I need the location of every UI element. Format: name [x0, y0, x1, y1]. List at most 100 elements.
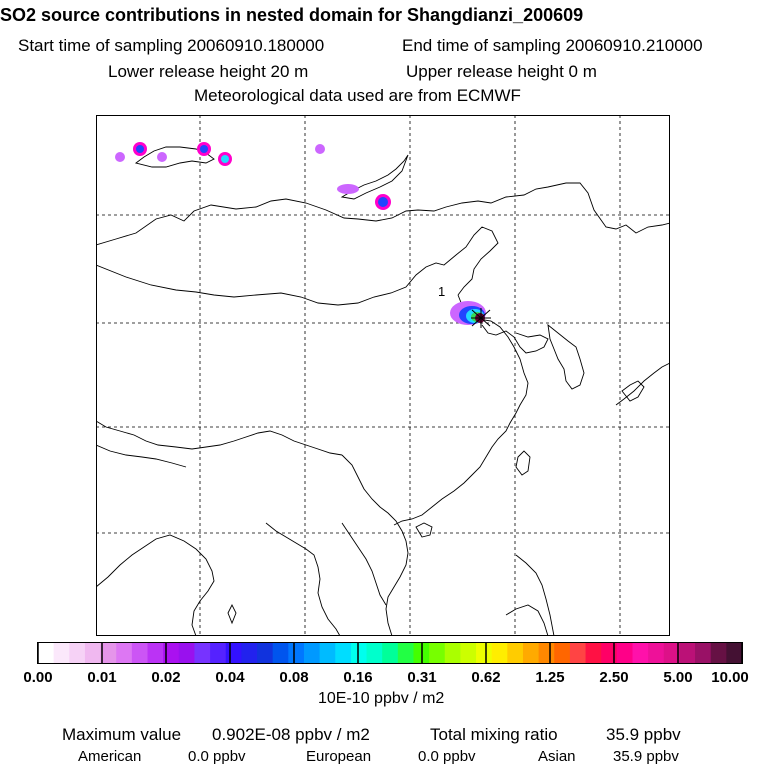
colorbar-swatch [616, 643, 633, 663]
map-svg: 1 [96, 115, 670, 636]
colorbar-swatch [726, 643, 743, 663]
plume-core [200, 145, 208, 153]
map-panel: 1 [96, 115, 670, 636]
mongolia-russia-border [96, 182, 670, 246]
colorbar-tick-label: 1.25 [535, 669, 565, 686]
plume-spot [315, 144, 325, 154]
colorbar-swatch [319, 643, 336, 663]
colorbar-swatch [163, 643, 180, 663]
colorbar-swatch [444, 643, 461, 663]
lower-release-height: Lower release height 20 m [108, 62, 309, 81]
lake-baikal [340, 154, 409, 200]
colorbar-tick-label: 2.50 [599, 669, 629, 686]
colorbar-swatch [38, 643, 55, 663]
japan-coast [615, 362, 670, 406]
colorbar-swatch [131, 643, 149, 663]
units-label: 10E-10 ppbv / m2 [318, 690, 445, 707]
colorbar-tick-label: 0.16 [343, 669, 373, 686]
mongolia-china-border [96, 226, 499, 306]
south-asia-boundary [96, 420, 343, 456]
colorbar-swatch [257, 643, 274, 663]
region-name-american: American [78, 748, 142, 765]
colorbar-swatch [491, 643, 508, 663]
coastlines-borders [96, 146, 670, 636]
colorbar-swatch [241, 643, 258, 663]
colorbar-swatch [648, 643, 665, 663]
colorbar-swatch [601, 643, 618, 663]
colorbar-swatch [194, 643, 211, 663]
colorbar-swatch [663, 643, 680, 663]
upper-release-height: Upper release height 0 m [406, 62, 597, 81]
colorbar-frame [37, 642, 743, 664]
colorbar-tick-label: 0.62 [471, 669, 501, 686]
max-value: 0.902E-08 ppbv / m2 [212, 725, 370, 744]
remote-plumes [115, 142, 391, 210]
end-time: End time of sampling 20060910.210000 [402, 36, 703, 55]
hainan-island [415, 522, 433, 538]
bay-of-bengal-coast [265, 522, 341, 636]
region-name-asian: Asian [538, 748, 576, 765]
colorbar-swatch [225, 643, 242, 663]
inner-boundary [96, 444, 187, 468]
region-value-european: 0.0 ppbv [418, 748, 476, 765]
station-marker-icon [471, 308, 491, 328]
colorbar-swatch [460, 643, 477, 663]
colorbar-swatch [210, 643, 227, 663]
region-value-asian: 35.9 ppbv [613, 748, 679, 765]
colorbar-swatch [303, 643, 321, 663]
plume-spot [115, 152, 125, 162]
colorbar-swatch [147, 643, 164, 663]
colorbar-swatch [538, 643, 555, 663]
region-name-european: European [306, 748, 372, 765]
southeast-asia-land [341, 522, 387, 606]
colorbar-tick-label: 0.01 [87, 669, 117, 686]
colorbar-swatch [382, 643, 399, 663]
colorbar-swatch [100, 643, 117, 663]
colorbar-swatch [585, 643, 602, 663]
colorbar-swatch [695, 643, 712, 663]
indochina-coast [341, 454, 409, 636]
colorbar-swatch [84, 643, 102, 663]
korea-peninsula [547, 323, 585, 390]
bohai-coast [481, 324, 549, 354]
colorbar-swatch [350, 643, 368, 663]
colorbar-swatch [397, 643, 414, 663]
colorbar-swatch [69, 643, 86, 663]
station-label: 1 [438, 284, 445, 299]
colorbar-swatch [178, 643, 195, 663]
colorbar-swatch [507, 643, 524, 663]
colorbar-tick-label: 10.00 [711, 669, 749, 686]
philippines-coast [515, 554, 555, 636]
plume-spot [337, 184, 359, 194]
sri-lanka-island [227, 603, 237, 625]
borneo-coast [505, 604, 549, 636]
colorbar-swatch [710, 643, 727, 663]
colorbar-swatch [569, 643, 587, 663]
plume-core [136, 145, 144, 153]
start-time: Start time of sampling 20060910.180000 [18, 36, 325, 55]
colorbar-tick-label: 0.00 [23, 669, 53, 686]
japan-kyushu [621, 380, 645, 402]
colorbar-swatch [116, 643, 133, 663]
colorbar-swatch [366, 643, 383, 663]
colorbar-swatch [429, 643, 446, 663]
colorbar-swatch [554, 643, 571, 663]
colorbar-swatch [288, 643, 305, 663]
colorbar-tick-label: 5.00 [663, 669, 693, 686]
colorbar-svg [37, 642, 743, 664]
plume-core [221, 155, 229, 163]
colorbar-swatch [476, 643, 493, 663]
plume-core [378, 197, 388, 207]
caspian-lake [134, 146, 215, 168]
total-mixing-label: Total mixing ratio [430, 725, 558, 744]
colorbar-swatch [679, 643, 696, 663]
china-coast [393, 294, 529, 526]
colorbar-tick-label: 0.08 [279, 669, 309, 686]
colorbar [37, 642, 743, 664]
colorbar-swatch [522, 643, 540, 663]
colorbar-tick-label: 0.04 [215, 669, 245, 686]
colorbar-swatch [272, 643, 289, 663]
met-data-source: Meteorological data used are from ECMWF [194, 86, 521, 105]
colorbar-tick-label: 0.02 [151, 669, 181, 686]
colorbar-swatch [632, 643, 649, 663]
